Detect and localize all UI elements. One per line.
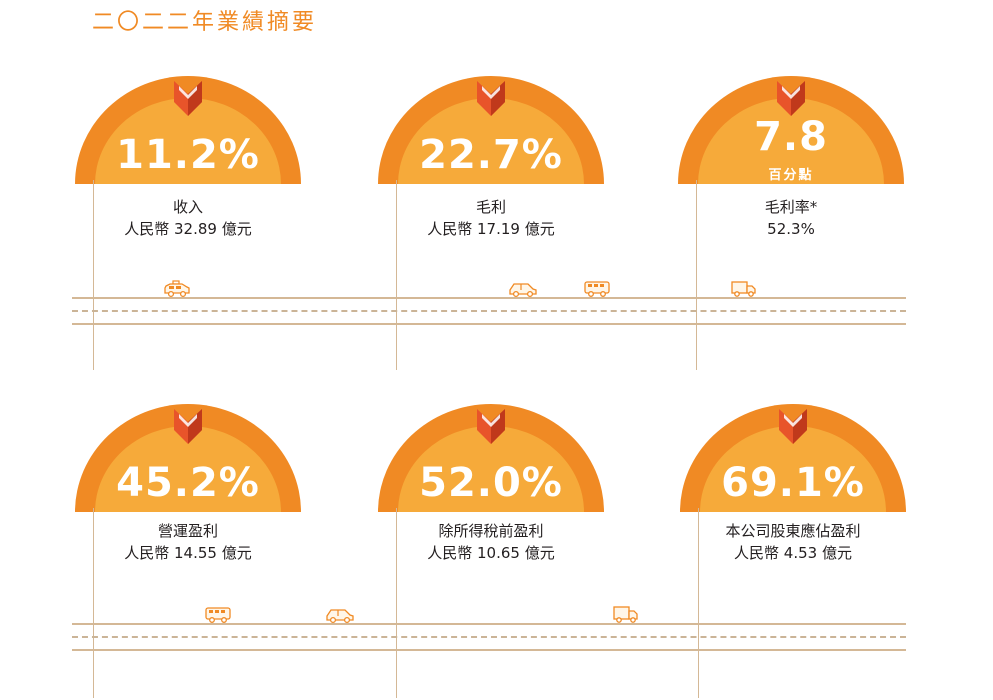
metric-label: 收入 [172, 198, 203, 216]
stem-line [698, 508, 699, 698]
metric-amount: 人民幣 14.55 億元 [124, 544, 252, 562]
upward-chevron-icon [777, 81, 805, 116]
highlight-card-operating-profit: 45.2% 營運盈利 人民幣 14.55 億元 [75, 400, 301, 700]
metric-value: 22.7% [419, 132, 563, 178]
arch-gauge [680, 404, 906, 512]
upward-chevron-icon [779, 409, 807, 444]
arch-gauge [678, 76, 904, 184]
road [72, 623, 906, 651]
page-title: 二〇二二年業績摘要 [92, 10, 318, 35]
upward-chevron-icon [174, 409, 202, 444]
taxi-icon [164, 280, 190, 298]
highlight-card-profit-attributable: 69.1% 本公司股東應佔盈利 人民幣 4.53 億元 [680, 400, 906, 700]
stem-line [696, 180, 697, 370]
metric-value: 69.1% [721, 460, 865, 506]
metric-amount: 人民幣 17.19 億元 [427, 220, 555, 238]
truck-icon [613, 606, 638, 623]
upward-chevron-icon [477, 409, 505, 444]
highlight-card-profit-before-tax: 52.0% 除所得稅前盈利 人民幣 10.65 億元 [378, 400, 604, 700]
arch-gauge [378, 404, 604, 512]
metric-label: 本公司股東應佔盈利 [725, 522, 861, 540]
truck-icon [731, 281, 756, 297]
highlights-row-bottom: 45.2% 營運盈利 人民幣 14.55 億元 52.0% 除所得稅前盈利 人民… [0, 330, 993, 698]
metric-amount: 52.3% [767, 220, 815, 238]
metric-amount: 人民幣 10.65 億元 [427, 544, 555, 562]
arch-gauge [378, 76, 604, 184]
arch-gauge [75, 76, 301, 184]
highlight-card-gross-profit: 22.7% 毛利 人民幣 17.19 億元 [378, 72, 604, 372]
highlights-row-top: 11.2% 收入 人民幣 32.89 億元 22.7% 毛利 人民幣 17.19… [0, 0, 993, 370]
highlight-card-gross-margin: 7.8 百分點 毛利率* 52.3% [678, 72, 904, 372]
metric-value: 11.2% [116, 132, 260, 178]
car-icon [326, 609, 354, 624]
upward-chevron-icon [174, 81, 202, 116]
metric-value: 7.8 [754, 114, 828, 160]
road [72, 297, 906, 325]
bus-icon [584, 281, 610, 297]
metric-label: 毛利 [475, 198, 506, 216]
metric-value: 45.2% [116, 460, 260, 506]
stem-line [93, 180, 94, 370]
metric-amount: 人民幣 4.53 億元 [734, 544, 852, 562]
car-icon [509, 283, 537, 298]
metric-unit: 百分點 [768, 168, 814, 183]
metric-value: 52.0% [419, 460, 563, 506]
stem-line [396, 508, 397, 698]
metric-label: 除所得稅前盈利 [438, 522, 544, 540]
stem-line [396, 180, 397, 370]
metric-label: 毛利率* [764, 198, 818, 216]
stem-line [93, 508, 94, 698]
bus-icon [205, 607, 231, 623]
upward-chevron-icon [477, 81, 505, 116]
highlight-card-revenue: 11.2% 收入 人民幣 32.89 億元 [75, 72, 301, 372]
metric-label: 營運盈利 [157, 522, 218, 540]
metric-amount: 人民幣 32.89 億元 [124, 220, 252, 238]
arch-gauge [75, 404, 301, 512]
